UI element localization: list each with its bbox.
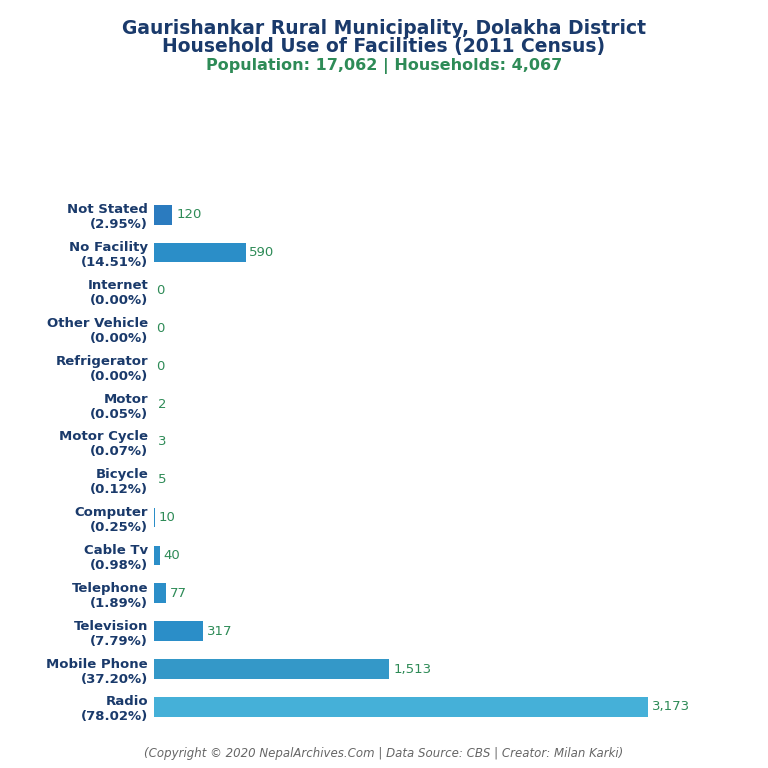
- Text: 0: 0: [156, 322, 164, 335]
- Text: 40: 40: [164, 549, 180, 562]
- Bar: [154, 508, 155, 528]
- Bar: [154, 243, 246, 263]
- Text: 120: 120: [176, 208, 201, 221]
- Bar: [154, 621, 203, 641]
- Text: 3: 3: [158, 435, 167, 449]
- Text: (Copyright © 2020 NepalArchives.Com | Data Source: CBS | Creator: Milan Karki): (Copyright © 2020 NepalArchives.Com | Da…: [144, 747, 624, 760]
- Text: 2: 2: [157, 398, 167, 411]
- Bar: [154, 545, 160, 565]
- Text: Population: 17,062 | Households: 4,067: Population: 17,062 | Households: 4,067: [206, 58, 562, 74]
- Text: 3,173: 3,173: [652, 700, 690, 713]
- Text: 0: 0: [156, 284, 164, 297]
- Text: 77: 77: [170, 587, 187, 600]
- Text: 10: 10: [159, 511, 176, 524]
- Bar: [154, 659, 389, 679]
- Text: Gaurishankar Rural Municipality, Dolakha District: Gaurishankar Rural Municipality, Dolakha…: [122, 19, 646, 38]
- Bar: [154, 584, 166, 603]
- Text: 317: 317: [207, 624, 233, 637]
- Text: 1,513: 1,513: [393, 663, 432, 676]
- Text: 5: 5: [158, 473, 167, 486]
- Text: 590: 590: [250, 246, 275, 259]
- Bar: [154, 697, 648, 717]
- Text: Household Use of Facilities (2011 Census): Household Use of Facilities (2011 Census…: [163, 37, 605, 56]
- Bar: [154, 205, 172, 224]
- Text: 0: 0: [156, 359, 164, 372]
